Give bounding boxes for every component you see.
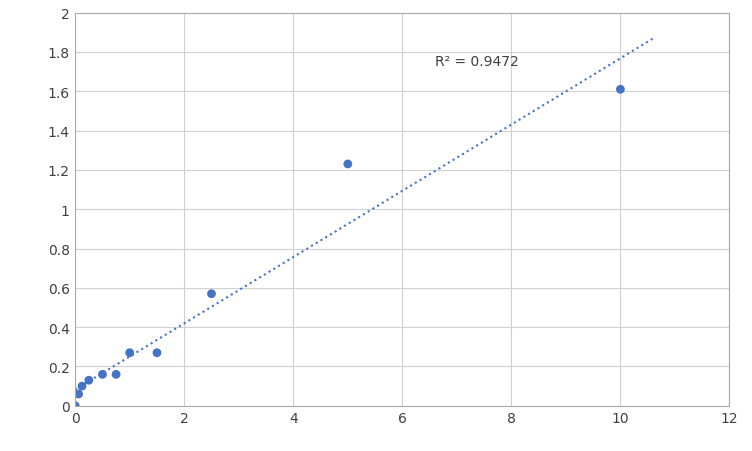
Point — [614, 87, 626, 94]
Point — [341, 161, 353, 168]
Point — [96, 371, 108, 378]
Point — [110, 371, 122, 378]
Point — [123, 350, 135, 357]
Text: R² = 0.9472: R² = 0.9472 — [435, 55, 519, 69]
Point — [205, 290, 217, 298]
Point — [151, 350, 163, 357]
Point — [76, 382, 88, 390]
Point — [69, 402, 81, 410]
Point — [83, 377, 95, 384]
Point — [73, 391, 85, 398]
